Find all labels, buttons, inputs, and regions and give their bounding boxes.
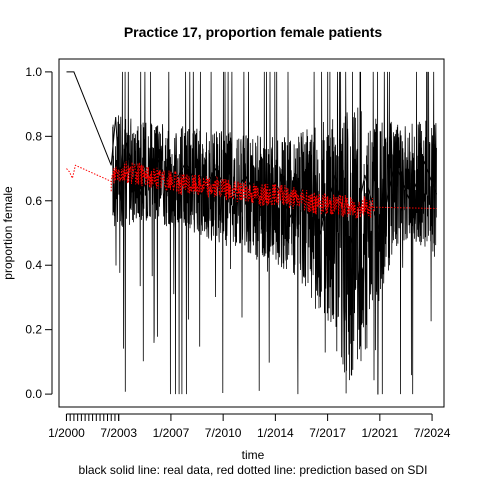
- chart-title: Practice 17, proportion female patients: [124, 24, 383, 40]
- y-tick-label: 1.0: [25, 65, 42, 79]
- x-axis-label: time: [242, 448, 265, 462]
- y-tick-label: 0.8: [25, 129, 42, 143]
- series-real-data-trace: [112, 71, 437, 395]
- x-tick-label: 7/2024: [414, 426, 451, 440]
- y-tick-label: 0.6: [25, 194, 42, 208]
- y-axis-label: proportion female: [1, 186, 15, 280]
- series-prediction-line: [66, 161, 437, 220]
- data-layer: [66, 71, 437, 395]
- plot-frame: [58, 58, 445, 408]
- x-tick-label: 1/2007: [153, 426, 190, 440]
- x-tick-label: 7/2010: [205, 426, 242, 440]
- y-tick-label: 0.4: [25, 258, 42, 272]
- x-tick-label: 7/2017: [309, 426, 346, 440]
- x-tick-label: 1/2021: [361, 426, 398, 440]
- y-tick-label: 0.0: [25, 387, 42, 401]
- x-tick-label: 1/2014: [257, 426, 294, 440]
- y-tick-label: 0.2: [25, 323, 42, 337]
- caption: black solid line: real data, red dotted …: [79, 463, 428, 477]
- y-axis: 0.0 0.2 0.4 0.6 0.8 1.0: [25, 65, 53, 401]
- x-tick-label: 7/2003: [100, 426, 137, 440]
- x-tick-label: 1/2000: [48, 426, 85, 440]
- x-axis: 1/2000 7/2003 1/2007 7/2010 1/2014 7/2017 1/20…: [48, 413, 451, 440]
